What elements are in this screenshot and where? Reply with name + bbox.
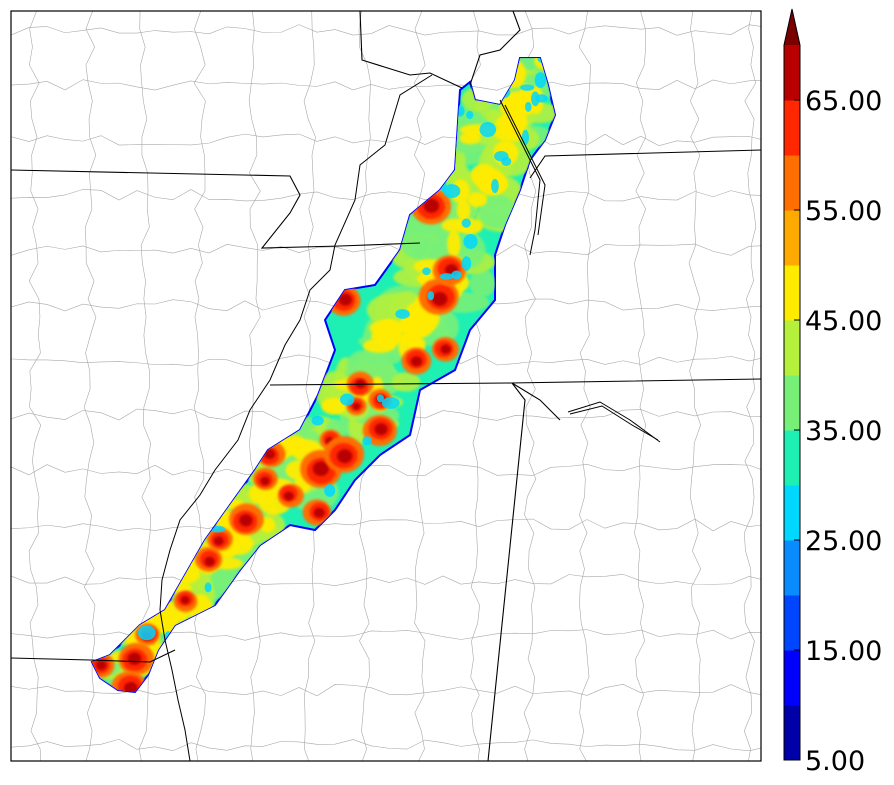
swath-core <box>336 449 353 464</box>
swath-core <box>239 514 253 527</box>
swath-core <box>213 536 224 546</box>
river <box>159 74 661 761</box>
swath-cell <box>362 436 372 446</box>
colorbar-tick-label: 35.00 <box>805 416 882 447</box>
swath-cell <box>478 194 516 229</box>
colorbar-segment <box>784 650 800 706</box>
swath-cell <box>466 110 474 120</box>
swath-cell <box>376 394 384 403</box>
colorbar-tick-label: 65.00 <box>805 86 882 117</box>
colorbar-segment <box>784 375 800 431</box>
county-border <box>11 518 761 532</box>
colorbar-segment <box>784 100 800 156</box>
colorbar-extend-arrow <box>784 9 800 45</box>
colorbar-segment <box>784 430 800 486</box>
county-border <box>83 11 97 761</box>
swath-core <box>96 660 107 670</box>
county-border <box>193 11 206 761</box>
swath-core <box>374 423 388 436</box>
swath-cell <box>391 372 421 392</box>
swath-cell <box>447 230 461 258</box>
swath-cell <box>259 517 276 533</box>
colorbar-tick-label: 15.00 <box>805 636 882 667</box>
swath-core <box>313 507 325 518</box>
colorbar-segment <box>784 705 800 761</box>
colorbar-segment <box>784 595 800 651</box>
colorbar-segment <box>784 45 800 101</box>
swath-core <box>432 292 448 306</box>
swath-core <box>127 652 142 665</box>
county-border <box>11 682 761 697</box>
swath-cell <box>451 270 462 280</box>
county-border <box>578 11 591 761</box>
colorbar: 5.00 15.00 25.00 35.00 45.00 55.00 65.00 <box>783 8 882 777</box>
swath-core <box>204 556 215 567</box>
county-border <box>11 186 761 202</box>
swath-core <box>180 595 190 605</box>
county-border <box>11 629 761 641</box>
county-border <box>28 11 42 761</box>
colorbar-segment <box>784 485 800 541</box>
swath-cell <box>524 101 532 112</box>
colorbar-segment <box>784 540 800 596</box>
swath-core <box>410 356 423 367</box>
swath-core <box>283 491 294 501</box>
swath-core <box>312 461 329 477</box>
colorbar-tick-label: 45.00 <box>805 306 882 337</box>
county-border <box>11 243 761 256</box>
county-border <box>11 738 761 752</box>
swath-core <box>352 402 361 410</box>
swath-core <box>338 293 352 306</box>
swath-cell <box>521 129 529 145</box>
colorbar-tick-label: 55.00 <box>805 196 882 227</box>
colorbar-segment <box>784 155 800 211</box>
map-frame <box>10 10 762 762</box>
county-border <box>11 570 761 586</box>
swath-core <box>440 344 451 354</box>
swath-cell <box>463 234 478 249</box>
swath-cell <box>427 291 435 301</box>
swath-cell <box>461 218 471 228</box>
county-border <box>11 20 761 36</box>
colorbar-segment <box>784 320 800 376</box>
swath-cell <box>204 582 212 593</box>
swath-cell <box>469 269 496 298</box>
swath-cell <box>535 94 548 103</box>
swath-cell <box>491 178 499 194</box>
swath-cell <box>433 311 459 343</box>
swath-cell <box>311 415 324 426</box>
county-border <box>634 11 647 761</box>
colorbar-tick-label: 5.00 <box>805 746 865 777</box>
swath-cell <box>339 393 355 406</box>
swath-cell <box>395 309 410 319</box>
swath-cell <box>456 199 471 221</box>
swath-cell <box>376 319 401 350</box>
swath-cell <box>467 192 488 208</box>
swath-cell <box>470 163 497 187</box>
county-border <box>11 133 761 150</box>
colorbar-segment <box>784 210 800 266</box>
swath-core <box>423 198 440 213</box>
swath-cell <box>381 397 400 409</box>
swath-cell <box>494 150 509 162</box>
county-border <box>303 11 316 761</box>
swath-cell <box>324 484 336 497</box>
map-area <box>11 11 761 761</box>
swath-cell <box>520 84 535 91</box>
colorbar-tick-label: 25.00 <box>805 526 882 557</box>
swath-cell <box>531 91 540 107</box>
colorbar-segment <box>784 265 800 321</box>
swath-core <box>260 476 270 486</box>
swath-cell <box>534 72 547 88</box>
swath-cell <box>137 625 156 641</box>
county-border <box>248 11 261 761</box>
swath-cell <box>461 256 472 271</box>
swath-cell <box>443 184 461 199</box>
swath-cell <box>422 267 431 276</box>
county-border <box>743 11 757 761</box>
swath-cell <box>479 121 497 138</box>
swath-cell <box>439 273 454 280</box>
county-border <box>11 464 761 477</box>
